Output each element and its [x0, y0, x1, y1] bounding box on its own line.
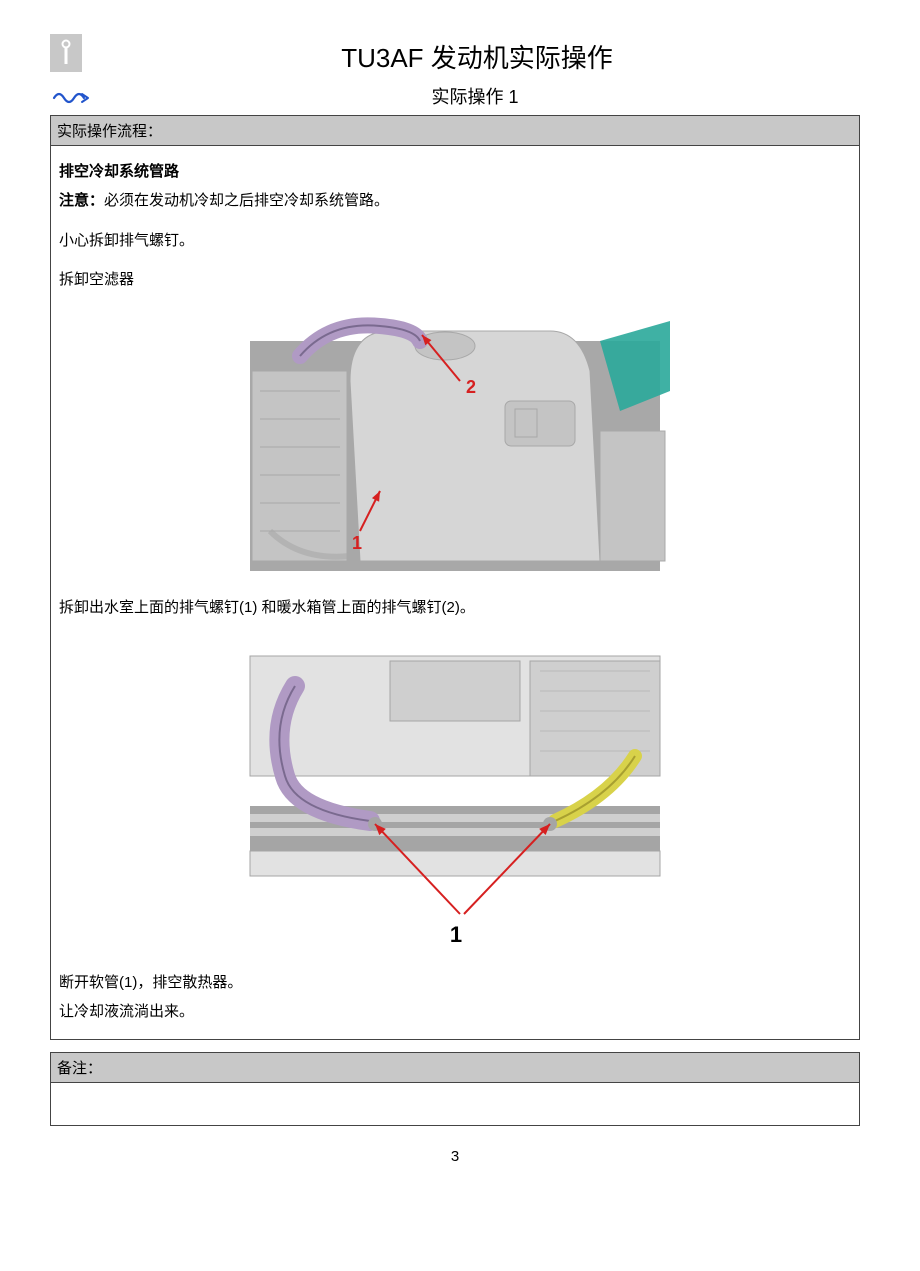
heading-drain-cooling: 排空冷却系统管路	[59, 160, 851, 183]
notes-header: 备注：	[51, 1053, 859, 1083]
figure-2: 1	[59, 646, 851, 963]
note-label: 注意：	[59, 192, 104, 209]
sub-header-row: 实际操作 1	[50, 83, 860, 109]
section-header: 实际操作流程：	[51, 116, 859, 146]
svg-text:2: 2	[466, 377, 476, 397]
header-row: TU3AF 发动机实际操作	[50, 30, 860, 81]
section-body: 排空冷却系统管路 注意：必须在发动机冷却之后排空冷却系统管路。 小心拆卸排气螺钉…	[51, 146, 859, 1039]
figure-1: 12	[59, 301, 851, 588]
notes-body	[51, 1083, 859, 1125]
figure-1-caption: 拆卸出水室上面的排气螺钉(1) 和暖水箱管上面的排气螺钉(2)。	[59, 596, 851, 619]
figure-2-caption-a: 断开软管(1)，排空散热器。	[59, 971, 851, 994]
wave-icon	[52, 86, 90, 106]
note-text: 必须在发动机冷却之后排空冷却系统管路。	[104, 192, 389, 209]
svg-text:1: 1	[450, 922, 462, 947]
heading-text: 排空冷却系统管路	[59, 163, 179, 180]
tool-icon	[50, 34, 82, 72]
page-number: 3	[50, 1148, 860, 1165]
step-1: 小心拆卸排气螺钉。	[59, 229, 851, 252]
sub-title: 实际操作 1	[90, 83, 860, 109]
notes-section: 备注：	[50, 1052, 860, 1126]
page: TU3AF 发动机实际操作 实际操作 1 实际操作流程： 排空冷却系统管路 注意…	[0, 0, 920, 1185]
page-title: TU3AF 发动机实际操作	[94, 38, 860, 75]
step-2: 拆卸空滤器	[59, 268, 851, 291]
svg-text:1: 1	[352, 533, 362, 553]
procedure-section: 实际操作流程： 排空冷却系统管路 注意：必须在发动机冷却之后排空冷却系统管路。 …	[50, 115, 860, 1040]
note-line: 注意：必须在发动机冷却之后排空冷却系统管路。	[59, 189, 851, 212]
figure-2-caption-b: 让冷却液流淌出来。	[59, 1000, 851, 1023]
